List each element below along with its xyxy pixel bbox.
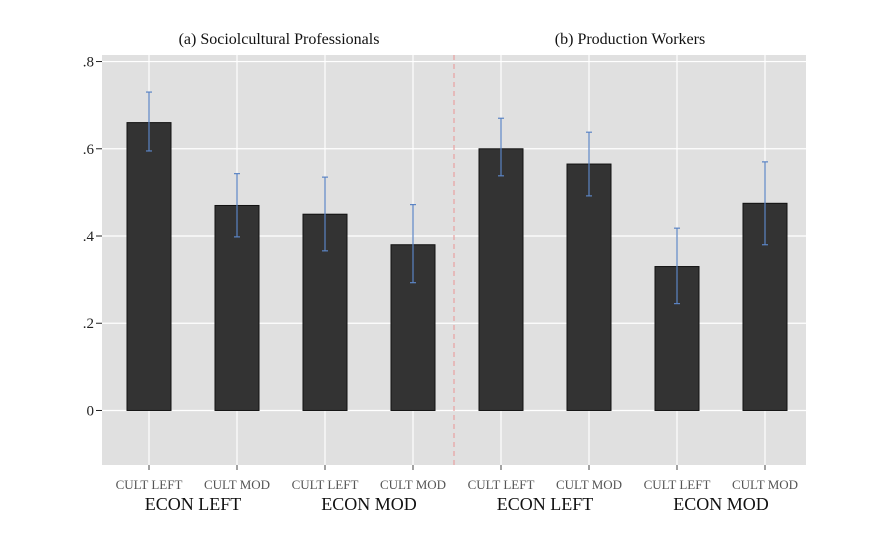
group-label: ECON LEFT (145, 494, 242, 514)
category-label: CULT MOD (380, 477, 446, 492)
category-label: CULT MOD (556, 477, 622, 492)
panel-title-b: (b) Production Workers (555, 31, 705, 48)
y-axis: 0 .2 .4 .6 .8 (83, 55, 102, 419)
category-label: CULT LEFT (468, 477, 535, 492)
category-label: CULT LEFT (116, 477, 183, 492)
y-tick-label: .2 (83, 316, 94, 332)
category-label: CULT LEFT (644, 477, 711, 492)
bar (566, 163, 612, 411)
y-tick-label: 0 (87, 403, 95, 419)
y-tick-label: .6 (83, 142, 95, 158)
bar (214, 204, 260, 411)
category-label: CULT MOD (732, 477, 798, 492)
category-labels: CULT LEFT CULT MOD CULT LEFT CULT MOD ECON L… (116, 465, 798, 514)
category-label: CULT MOD (204, 477, 270, 492)
bar (126, 122, 172, 411)
group-label: ECON LEFT (497, 494, 594, 514)
y-tick-label: .4 (83, 229, 95, 245)
category-label: CULT LEFT (292, 477, 359, 492)
plot-background (102, 55, 806, 465)
y-tick-label: .8 (83, 55, 94, 71)
bars (126, 91, 788, 411)
panel-title-a: (a) Sociolcultural Professionals (179, 31, 380, 48)
group-label: ECON MOD (321, 494, 417, 514)
bar (478, 148, 524, 411)
group-label: ECON MOD (673, 494, 769, 514)
